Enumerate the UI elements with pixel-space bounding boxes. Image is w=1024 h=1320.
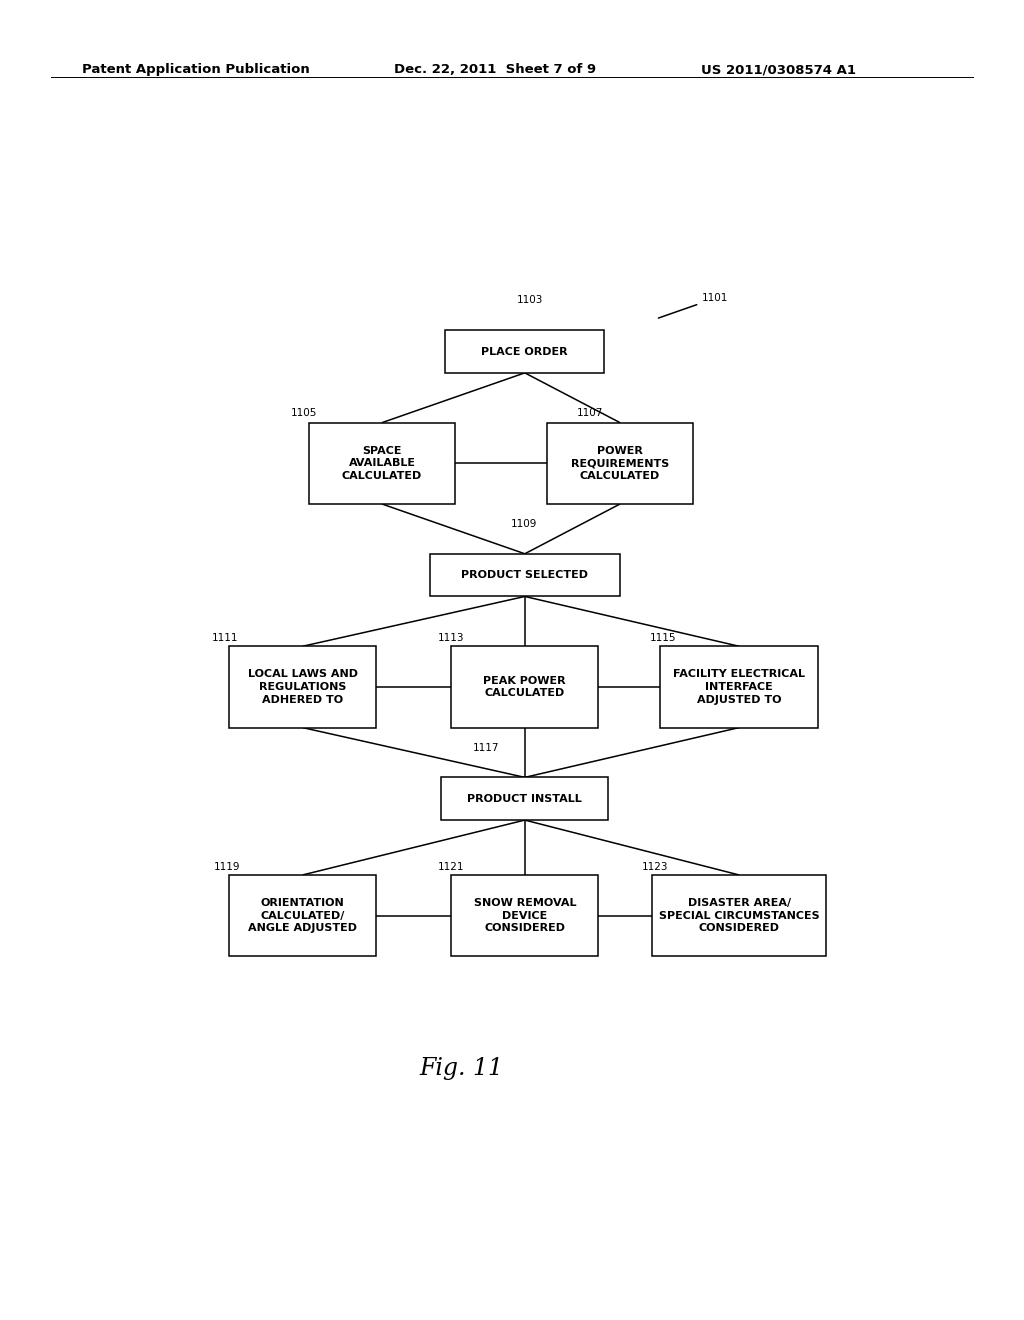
Text: PLACE ORDER: PLACE ORDER (481, 347, 568, 356)
Text: FACILITY ELECTRICAL
INTERFACE
ADJUSTED TO: FACILITY ELECTRICAL INTERFACE ADJUSTED T… (673, 669, 805, 705)
Text: ORIENTATION
CALCULATED/
ANGLE ADJUSTED: ORIENTATION CALCULATED/ ANGLE ADJUSTED (248, 898, 357, 933)
Text: SPACE
AVAILABLE
CALCULATED: SPACE AVAILABLE CALCULATED (342, 446, 422, 480)
Text: 1113: 1113 (437, 634, 464, 643)
Bar (452, 647, 598, 727)
Text: Patent Application Publication: Patent Application Publication (82, 63, 309, 77)
Bar (547, 422, 693, 504)
Text: 1109: 1109 (511, 519, 537, 529)
Text: 1119: 1119 (214, 862, 241, 873)
Bar (441, 777, 608, 820)
Text: 1103: 1103 (517, 294, 544, 305)
Text: 1115: 1115 (650, 634, 677, 643)
Bar (308, 422, 456, 504)
Bar (445, 330, 604, 372)
Text: POWER
REQUIREMENTS
CALCULATED: POWER REQUIREMENTS CALCULATED (571, 446, 669, 480)
Text: 1101: 1101 (701, 293, 728, 302)
Bar (229, 647, 376, 727)
Bar (652, 875, 826, 956)
Text: LOCAL LAWS AND
REGULATIONS
ADHERED TO: LOCAL LAWS AND REGULATIONS ADHERED TO (248, 669, 357, 705)
Text: 1107: 1107 (577, 408, 603, 417)
Text: 1105: 1105 (291, 408, 317, 417)
Text: 1117: 1117 (473, 743, 500, 752)
Bar (452, 875, 598, 956)
Text: DISASTER AREA/
SPECIAL CIRCUMSTANCES
CONSIDERED: DISASTER AREA/ SPECIAL CIRCUMSTANCES CON… (658, 898, 819, 933)
Text: PRODUCT INSTALL: PRODUCT INSTALL (467, 793, 583, 804)
Bar (430, 554, 621, 597)
Text: Fig. 11: Fig. 11 (419, 1056, 504, 1080)
Text: PRODUCT SELECTED: PRODUCT SELECTED (461, 570, 589, 579)
Text: 1123: 1123 (642, 862, 669, 873)
Text: Dec. 22, 2011  Sheet 7 of 9: Dec. 22, 2011 Sheet 7 of 9 (394, 63, 596, 77)
Text: 1121: 1121 (437, 862, 464, 873)
Text: SNOW REMOVAL
DEVICE
CONSIDERED: SNOW REMOVAL DEVICE CONSIDERED (473, 898, 577, 933)
Bar (229, 875, 376, 956)
Text: PEAK POWER
CALCULATED: PEAK POWER CALCULATED (483, 676, 566, 698)
Text: 1111: 1111 (211, 634, 238, 643)
Bar (659, 647, 818, 727)
Text: US 2011/0308574 A1: US 2011/0308574 A1 (701, 63, 856, 77)
